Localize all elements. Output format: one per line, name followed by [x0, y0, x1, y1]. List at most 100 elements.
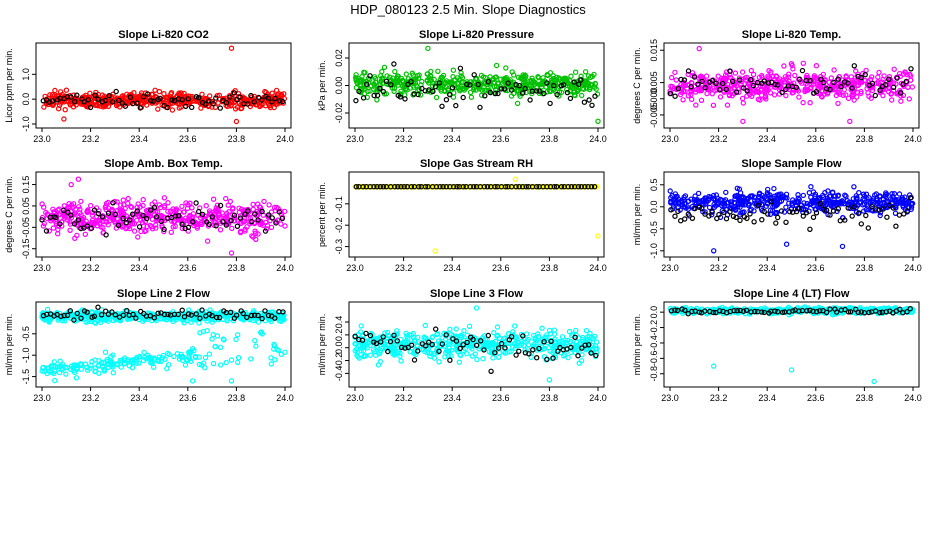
data-point: [698, 97, 705, 104]
data-point: [439, 335, 445, 341]
data-point: [888, 91, 894, 97]
reference-point: [408, 183, 415, 190]
data-point: [395, 348, 402, 354]
data-point: [210, 196, 217, 202]
data-point: [909, 84, 916, 90]
x-tick-label: 23.8: [541, 263, 559, 273]
reference-point: [188, 104, 195, 111]
data-point: [85, 207, 91, 213]
data-point: [777, 81, 784, 87]
reference-point: [440, 183, 446, 190]
data-point: [532, 79, 538, 86]
data-point: [473, 76, 479, 82]
panel-title: Slope Li-820 Temp.: [742, 29, 841, 41]
reference-point: [773, 220, 779, 226]
reference-point: [581, 99, 588, 105]
data-point: [169, 107, 176, 113]
data-point: [398, 88, 404, 95]
data-point: [669, 74, 675, 81]
reference-point: [129, 211, 136, 217]
reference-point: [813, 88, 820, 95]
data-point: [220, 336, 226, 342]
reference-point: [68, 212, 74, 218]
x-tick-label: 23.8: [856, 263, 874, 273]
reference-point: [119, 100, 125, 106]
data-point: [165, 199, 171, 206]
data-point: [87, 101, 93, 107]
data-point: [807, 99, 813, 106]
reference-point: [747, 211, 753, 217]
data-point: [727, 199, 734, 205]
data-point: [456, 359, 462, 365]
reference-point: [439, 341, 445, 347]
data-point: [592, 343, 599, 349]
data-point: [152, 199, 158, 205]
reference-point: [901, 211, 907, 217]
reference-point: [88, 225, 95, 231]
data-point: [422, 322, 428, 329]
data-point: [474, 356, 480, 363]
data-point: [675, 196, 682, 203]
reference-point: [904, 208, 911, 214]
plot-frame: [35, 301, 292, 388]
data-point: [179, 203, 185, 210]
reference-point: [182, 225, 188, 232]
reference-point: [787, 208, 793, 215]
reference-point: [140, 212, 146, 219]
data-point: [183, 215, 189, 221]
reference-point: [416, 183, 422, 190]
data-point: [454, 346, 461, 352]
reference-point: [564, 89, 571, 96]
reference-point: [723, 215, 730, 222]
reference-point: [544, 356, 550, 362]
reference-point: [103, 232, 109, 238]
data-point: [858, 88, 864, 95]
data-point: [467, 344, 474, 350]
reference-point: [158, 218, 165, 224]
data-point: [418, 92, 424, 98]
reference-point: [259, 208, 265, 215]
data-point: [171, 353, 177, 360]
data-point: [862, 77, 869, 84]
data-point: [454, 80, 461, 86]
data-point: [461, 328, 467, 334]
data-point: [126, 223, 132, 229]
reference-point: [252, 211, 258, 217]
data-point: [161, 195, 168, 201]
data-point: [52, 87, 58, 94]
reference-point: [908, 66, 914, 72]
data-point: [467, 89, 474, 96]
data-point: [424, 77, 430, 83]
reference-point: [571, 79, 577, 85]
data-point: [854, 195, 860, 201]
reference-point: [123, 219, 129, 226]
reference-point: [484, 183, 491, 190]
data-point: [771, 92, 778, 98]
data-point: [529, 90, 535, 97]
data-point: [454, 333, 460, 339]
data-point: [535, 333, 542, 340]
data-point: [252, 337, 258, 344]
data-point: [841, 86, 848, 93]
data-point: [367, 352, 373, 358]
reference-point: [824, 85, 830, 92]
reference-point: [383, 78, 390, 85]
data-point: [66, 204, 72, 210]
reference-point: [530, 347, 536, 353]
data-point: [436, 359, 442, 365]
data-point: [845, 95, 852, 102]
reference-point: [124, 308, 130, 314]
data-point: [425, 71, 431, 77]
data-point: [895, 90, 901, 96]
outlier-point: [425, 45, 431, 52]
reference-point: [457, 345, 463, 352]
data-point: [255, 211, 261, 218]
data-point: [586, 338, 593, 345]
outlier-point: [61, 116, 67, 122]
data-point: [58, 363, 65, 369]
reference-point: [851, 204, 857, 210]
data-point: [453, 85, 459, 91]
reference-point: [193, 311, 199, 317]
data-point: [441, 80, 448, 86]
data-point: [228, 357, 235, 363]
